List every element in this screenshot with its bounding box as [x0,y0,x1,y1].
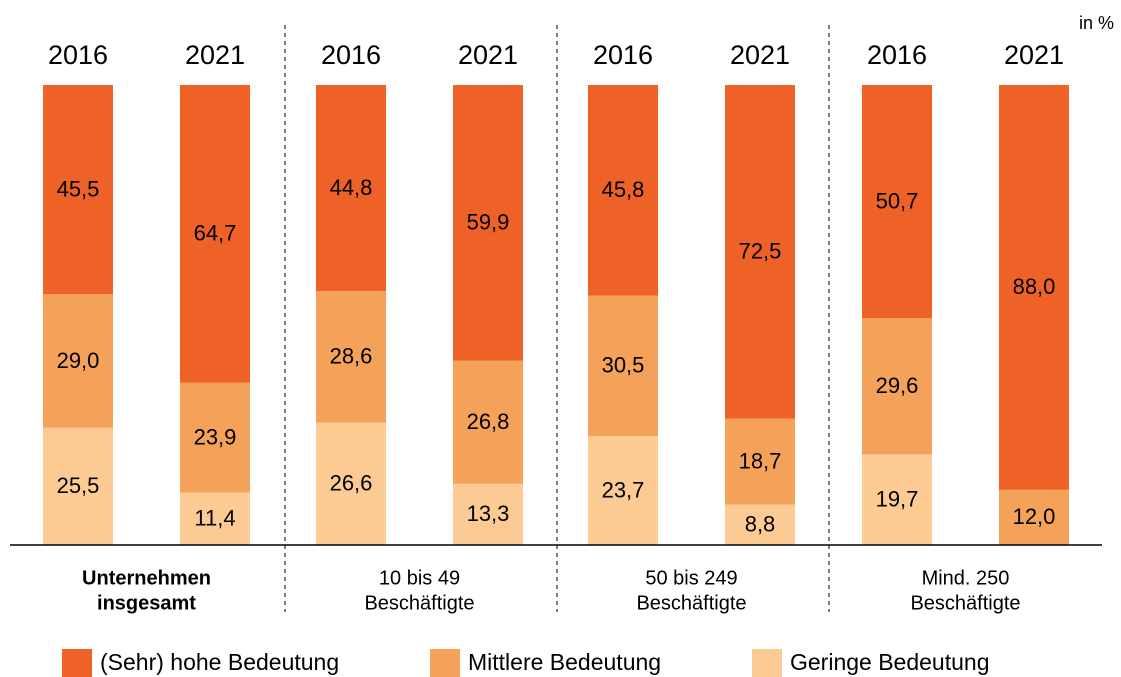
year-label: 2016 [867,40,927,70]
value-label: 23,9 [194,424,237,449]
legend-label: (Sehr) hohe Bedeutung [100,649,339,675]
value-label: 50,7 [876,188,919,213]
bar-segment [999,489,1069,545]
group-label: Mind. 250 [922,567,1010,589]
bar-segment [862,85,932,319]
bar-segment [316,85,386,292]
bar-segment [453,360,523,484]
year-label: 2021 [458,40,518,70]
value-label: 59,9 [467,210,510,235]
value-label: 26,8 [467,409,510,434]
bar-segment [862,318,932,455]
value-label: 29,6 [876,373,919,398]
bar-segment [43,85,113,295]
value-label: 19,7 [876,487,919,512]
bar-segment [588,435,658,545]
value-label: 72,5 [739,239,782,264]
value-label: 11,4 [194,506,235,531]
value-label: 30,5 [602,353,645,378]
legend-swatch [430,649,460,677]
group-label: Beschäftigte [364,592,474,614]
bar-segment [588,295,658,436]
bar-segment [180,382,250,493]
bar-segment [725,85,795,419]
unit-label: in % [1079,13,1114,33]
group-label: Unternehmen [82,567,211,589]
value-label: 44,8 [330,175,373,200]
bar-segment [180,85,250,383]
bar-segment [43,294,113,428]
bar-segment [316,291,386,423]
value-label: 18,7 [739,448,782,473]
bar-segment [725,504,795,545]
value-label: 23,7 [602,477,645,502]
value-label: 45,5 [57,176,100,201]
legend-swatch [752,649,782,677]
bar-segment [862,454,932,545]
value-label: 45,8 [602,177,645,202]
year-label: 2021 [185,40,245,70]
group-label: 10 bis 49 [379,567,460,589]
value-label: 26,6 [330,471,373,496]
bar-segment [43,427,113,545]
group-label: Beschäftigte [910,592,1020,614]
year-label: 2016 [593,40,653,70]
value-label: 29,0 [57,348,100,373]
value-label: 64,7 [194,221,237,246]
legend-label: Mittlere Bedeutung [468,649,661,675]
bar-segment [453,85,523,361]
value-label: 88,0 [1013,274,1056,299]
year-label: 2021 [1004,40,1064,70]
year-label: 2016 [321,40,381,70]
legend-swatch [62,649,92,677]
value-label: 25,5 [57,473,100,498]
year-label: 2016 [48,40,108,70]
value-label: 13,3 [467,501,510,526]
value-label: 12,0 [1013,504,1056,529]
year-label: 2021 [730,40,790,70]
legend-label: Geringe Bedeutung [790,649,990,675]
group-label: Beschäftigte [636,592,746,614]
bar-segment [316,422,386,545]
bar-segment [588,85,658,296]
bar-segment [180,492,250,545]
group-label: 50 bis 249 [645,567,737,589]
bar-segment [725,418,795,505]
value-label: 28,6 [330,344,373,369]
group-label: insgesamt [97,592,196,614]
value-label: 8,8 [745,512,776,537]
bar-segment [453,483,523,545]
bar-segment [999,85,1069,490]
